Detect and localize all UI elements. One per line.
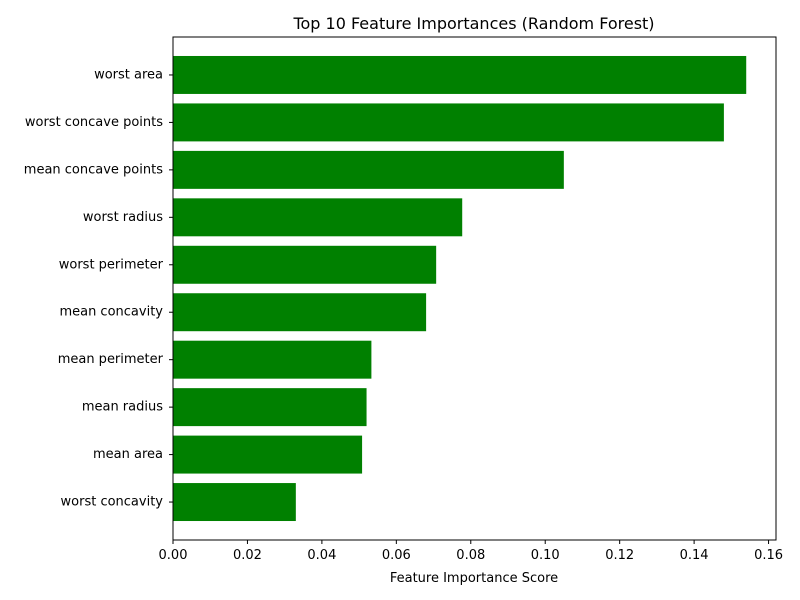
- x-tick-label: 0.02: [233, 548, 262, 563]
- bar-mean-concave-points: [173, 150, 564, 189]
- y-tick-label: mean area: [93, 447, 163, 462]
- x-axis-title: Feature Importance Score: [390, 571, 558, 586]
- x-tick-label: 0.16: [754, 548, 783, 563]
- y-axis: worst area worst concave points mean conca…: [24, 67, 173, 510]
- bar-mean-perimeter: [173, 340, 372, 379]
- y-tick-label: mean concave points: [24, 162, 163, 177]
- bar-mean-area: [173, 435, 363, 474]
- x-tick-label: 0.14: [680, 548, 709, 563]
- x-tick-label: 0.10: [531, 548, 560, 563]
- x-tick-label: 0.12: [605, 548, 634, 563]
- plot-frame: [172, 36, 777, 541]
- x-tick-label: 0.04: [307, 548, 336, 563]
- bar-mean-concavity: [173, 293, 427, 332]
- bar-worst-area: [173, 55, 747, 94]
- bar-worst-concave-points: [173, 103, 724, 142]
- chart-title: Top 10 Feature Importances (Random Fores…: [292, 14, 654, 33]
- y-tick-label: mean perimeter: [58, 352, 164, 367]
- x-tick-label: 0.06: [382, 548, 411, 563]
- x-tick-label: 0.08: [456, 548, 485, 563]
- y-tick-label: worst area: [94, 67, 163, 82]
- y-tick-label: worst concavity: [61, 495, 164, 510]
- y-tick-label: worst radius: [83, 210, 163, 225]
- y-tick-label: worst concave points: [25, 115, 163, 130]
- x-tick-label: 0.00: [159, 548, 188, 563]
- y-tick-label: worst perimeter: [59, 257, 164, 272]
- bar-worst-radius: [173, 198, 463, 237]
- y-tick-label: mean radius: [82, 400, 163, 415]
- bar-worst-perimeter: [173, 245, 437, 284]
- bars-group: [173, 55, 747, 522]
- x-axis: 0.00 0.02 0.04 0.06 0.08 0.10 0.12 0.14 0.16: [159, 540, 783, 563]
- bar-mean-radius: [173, 388, 367, 427]
- y-tick-label: mean concavity: [59, 305, 163, 320]
- bar-worst-concavity: [173, 483, 296, 522]
